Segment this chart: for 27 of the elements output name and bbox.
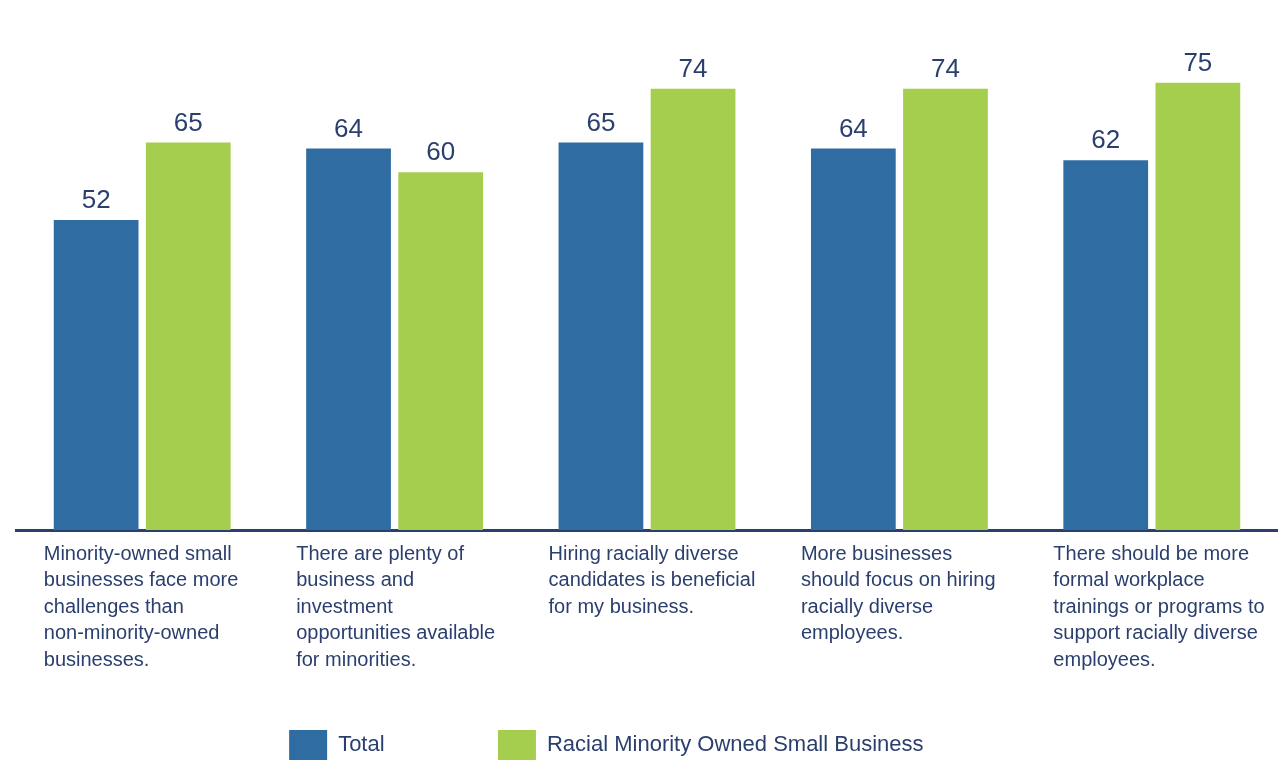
bar	[53, 219, 139, 530]
data-label: 74	[931, 52, 960, 83]
data-label: 65	[586, 106, 616, 137]
data-label: 65	[173, 106, 203, 137]
x-tick-label: More businesses should focus on hiring racially diverse employees.	[800, 541, 996, 644]
x-tick-label: Hiring racially diverse candidates is beneficial for my business.	[548, 541, 756, 617]
legend-label: Racial Minority Owned Small Business	[546, 731, 997, 757]
bar	[650, 88, 736, 530]
x-tick-label: Minority-owned small businesses face more challenges than non-minority-owned businesses.	[43, 541, 239, 670]
bar	[1155, 82, 1241, 530]
bar	[558, 142, 644, 530]
data-label: 75	[1183, 46, 1213, 77]
data-label: 60	[426, 136, 456, 167]
bar	[810, 148, 896, 530]
legend-label: Total	[338, 731, 458, 757]
data-label: 64	[838, 112, 868, 143]
data-label: 64	[334, 112, 363, 143]
bar	[903, 88, 988, 530]
data-label: 62	[1091, 124, 1121, 155]
x-tick-label: There should be more formal workplace trainings or programs to support racially diverse employees.	[1053, 541, 1265, 670]
data-label: 74	[678, 52, 708, 83]
data-label: 52	[81, 184, 111, 215]
bar	[145, 142, 231, 530]
bar	[1063, 160, 1149, 530]
bar	[398, 172, 484, 530]
x-tick-label: There are plenty of business and investment opportunities available for minorities.	[296, 541, 496, 670]
bar	[306, 148, 391, 530]
